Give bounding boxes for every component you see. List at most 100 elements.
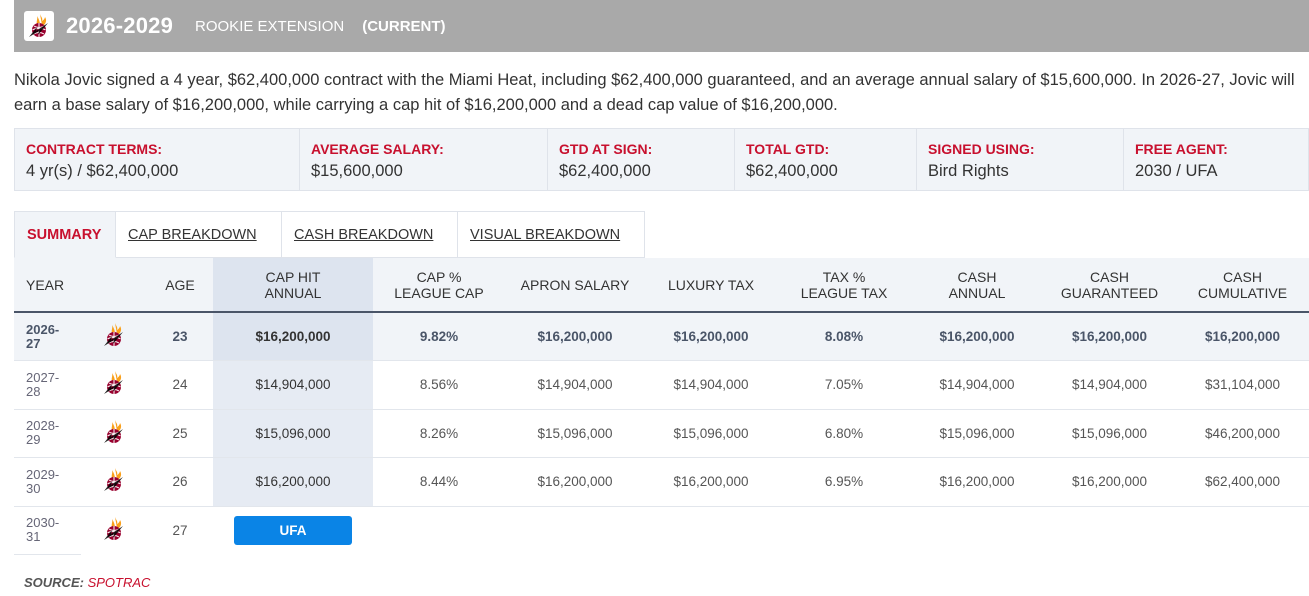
term-contract-terms: CONTRACT TERMS: 4 yr(s) / $62,400,000 (15, 129, 300, 190)
miami-heat-logo-icon (24, 11, 54, 41)
ufa-badge[interactable]: UFA (234, 516, 352, 545)
year-cell: 2027- 28 (14, 360, 81, 410)
cap-hit-cell: $16,200,000 (213, 457, 373, 507)
col-header-year[interactable]: YEAR (14, 258, 81, 313)
team-cell (81, 312, 147, 361)
cash-guaranteed-cell: $15,096,000 (1043, 409, 1176, 458)
miami-heat-logo-icon (101, 322, 127, 348)
cash-guaranteed-cell: $14,904,000 (1043, 360, 1176, 410)
apron-salary-cell: $14,904,000 (505, 360, 645, 410)
contract-header: 2026-2029 ROOKIE EXTENSION (CURRENT) (14, 0, 1309, 52)
cash-guaranteed-cell: $16,200,000 (1043, 312, 1176, 361)
tab-visual-breakdown[interactable]: VISUAL BREAKDOWN (458, 211, 645, 258)
cap-hit-cell: $16,200,000 (213, 312, 373, 361)
age-cell: 25 (147, 409, 213, 458)
col-header-cash-annual[interactable]: CASH ANNUAL (911, 258, 1043, 313)
year-line: 2026- (26, 321, 60, 337)
term-label: SIGNED USING: (928, 141, 1035, 157)
header-line: ANNUAL (948, 284, 1006, 301)
cap-pct-cell: 8.56% (373, 360, 505, 410)
contract-status: (CURRENT) (362, 17, 446, 35)
contract-terms-box: CONTRACT TERMS: 4 yr(s) / $62,400,000 AV… (14, 128, 1309, 191)
table-row: 2028- 29 25 $15,096,000 8.26% $15,096,000 $15… (14, 409, 1309, 458)
year-line: 2027- (26, 369, 60, 385)
source-credit: SOURCE: SPOTRAC (24, 575, 150, 590)
source-label: SOURCE: (24, 575, 84, 590)
term-label: CONTRACT TERMS: (26, 141, 163, 157)
empty-cells (373, 506, 1309, 555)
tab-cap-breakdown[interactable]: CAP BREAKDOWN (116, 211, 282, 258)
luxury-tax-cell: $14,904,000 (645, 360, 777, 410)
term-value: $15,600,000 (311, 162, 403, 180)
term-average-salary: AVERAGE SALARY: $15,600,000 (300, 129, 548, 190)
year-cell: 2029- 30 (14, 457, 81, 507)
col-header-cash-cumulative[interactable]: CASH CUMULATIVE (1176, 258, 1309, 313)
miami-heat-logo-icon (101, 419, 127, 445)
col-header-tax-pct[interactable]: TAX % LEAGUE TAX (777, 258, 911, 313)
year-line: 30 (26, 480, 41, 496)
year-line: 28 (26, 383, 41, 399)
header-line: ANNUAL (264, 284, 322, 301)
tab-summary[interactable]: SUMMARY (14, 211, 116, 258)
year-line: 27 (26, 335, 41, 351)
apron-salary-cell: $16,200,000 (505, 457, 645, 507)
header-line: CAP % (416, 268, 462, 285)
term-value: 2030 / UFA (1135, 162, 1218, 180)
luxury-tax-cell: $15,096,000 (645, 409, 777, 458)
col-header-luxury-tax[interactable]: LUXURY TAX (645, 258, 777, 313)
header-line: LEAGUE TAX (800, 284, 888, 301)
tab-cash-breakdown[interactable]: CASH BREAKDOWN (282, 211, 458, 258)
year-line: 31 (26, 529, 41, 545)
col-header-cap-hit[interactable]: CAP HIT ANNUAL (213, 258, 373, 313)
table-row: 2026- 27 23 $16,200,000 9.82% $16,200,000 $16… (14, 312, 1309, 361)
table-header-row: YEAR AGE CAP HIT ANNUAL CAP % LEAGUE CAP A… (14, 258, 1309, 313)
luxury-tax-cell: $16,200,000 (645, 457, 777, 507)
cash-annual-cell: $16,200,000 (911, 312, 1043, 361)
team-cell (81, 457, 147, 507)
header-line: GUARANTEED (1060, 284, 1159, 301)
miami-heat-logo-icon (101, 516, 127, 542)
contract-summary: Nikola Jovic signed a 4 year, $62,400,00… (14, 71, 1295, 114)
term-value: 4 yr(s) / $62,400,000 (26, 162, 179, 180)
source-name[interactable]: SPOTRAC (87, 575, 151, 590)
age-cell: 23 (147, 312, 213, 361)
miami-heat-logo-icon (101, 467, 127, 493)
contract-years: 2026-2029 (66, 13, 174, 38)
table-row: 2029- 30 26 $16,200,000 8.44% $16,200,000 $16… (14, 457, 1309, 507)
col-header-cash-guaranteed[interactable]: CASH GUARANTEED (1043, 258, 1176, 313)
year-cell: 2030- 31 (14, 506, 81, 555)
breakdown-tabs: SUMMARY CAP BREAKDOWN CASH BREAKDOWN VIS… (14, 211, 645, 258)
term-value: $62,400,000 (746, 162, 838, 180)
term-signed-using: SIGNED USING: Bird Rights (917, 129, 1124, 190)
cap-pct-cell: 9.82% (373, 312, 505, 361)
year-line: 2029- (26, 466, 60, 482)
header-line: LEAGUE CAP (394, 284, 484, 301)
year-cell: 2026- 27 (14, 312, 81, 361)
tax-pct-cell: 6.80% (777, 409, 911, 458)
term-gtd-at-sign: GTD AT SIGN: $62,400,000 (548, 129, 735, 190)
age-cell: 24 (147, 360, 213, 410)
cash-cumulative-cell: $46,200,000 (1176, 409, 1309, 458)
term-label: FREE AGENT: (1135, 141, 1228, 157)
term-free-agent: FREE AGENT: 2030 / UFA (1124, 129, 1308, 190)
col-header-cap-pct[interactable]: CAP % LEAGUE CAP (373, 258, 505, 313)
term-value: Bird Rights (928, 162, 1009, 180)
age-cell: 26 (147, 457, 213, 507)
term-value: $62,400,000 (559, 162, 651, 180)
team-cell (81, 506, 147, 555)
header-line: CUMULATIVE (1197, 284, 1288, 301)
year-line: 2030- (26, 515, 60, 531)
col-header-age[interactable]: AGE (147, 258, 213, 313)
header-line: TAX % (822, 268, 866, 285)
cash-cumulative-cell: $31,104,000 (1176, 360, 1309, 410)
team-cell (81, 360, 147, 410)
term-total-gtd: TOTAL GTD: $62,400,000 (735, 129, 917, 190)
table-row: 2030- 31 27 UFA (14, 506, 1309, 555)
cap-pct-cell: 8.44% (373, 457, 505, 507)
tax-pct-cell: 6.95% (777, 457, 911, 507)
year-cell: 2028- 29 (14, 409, 81, 458)
header-line: CASH (957, 268, 997, 285)
col-header-apron-salary[interactable]: APRON SALARY (505, 258, 645, 313)
year-line: 2028- (26, 418, 60, 434)
cash-annual-cell: $14,904,000 (911, 360, 1043, 410)
